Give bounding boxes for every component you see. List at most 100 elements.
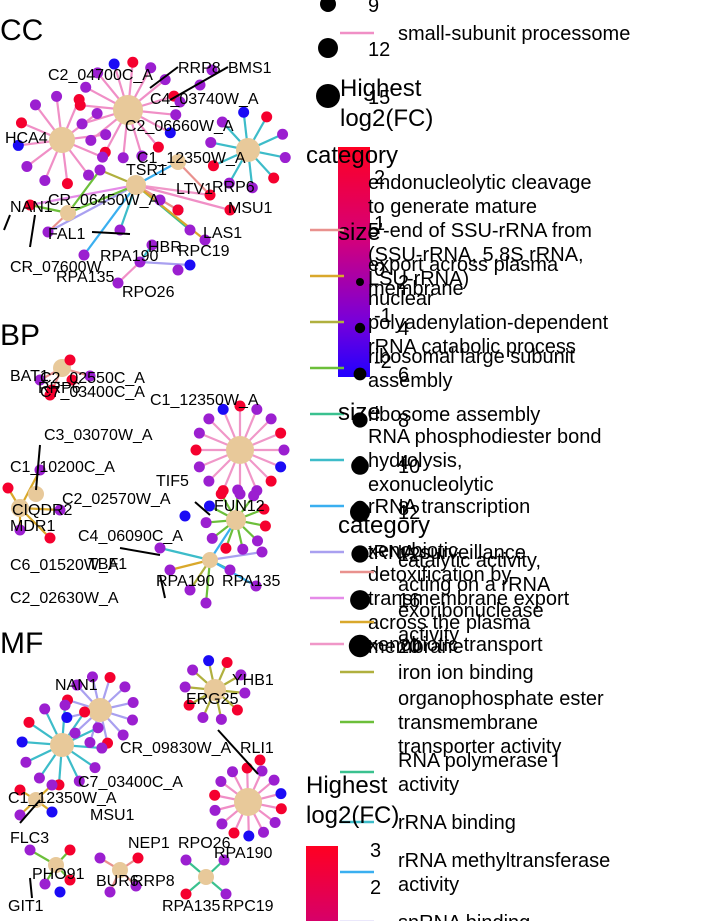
legend-label-line: ribosome assembly [368, 404, 540, 426]
gene-node [134, 256, 146, 268]
gene-node [254, 754, 266, 766]
gene-node [258, 503, 270, 515]
node-label: PHO91 [32, 866, 85, 883]
label-leader [29, 877, 33, 899]
legend-label-line: polyadenylation-dependent [368, 312, 609, 334]
gene-node [14, 809, 26, 821]
category-node [226, 436, 254, 464]
node-label: RPO26 [178, 835, 231, 852]
category-node [113, 95, 143, 125]
gene-node [170, 109, 182, 121]
legend-label: catalytic activity, acting on a rRNA [398, 550, 551, 596]
node-label: RPO26 [122, 284, 175, 301]
node-label: RPA135 [56, 269, 115, 286]
node-label: C4_03740W_A [150, 91, 259, 108]
gene-node [200, 517, 212, 529]
gene-node [117, 729, 129, 741]
legend-label-line: transmembrane export [368, 588, 570, 610]
node-label: LAS1 [203, 225, 242, 242]
gene-node [73, 775, 85, 787]
gene-node [275, 427, 287, 439]
gene-node [64, 844, 76, 856]
gene-node [256, 546, 268, 558]
legend-cc: 9 12 15 Highest log2(FC) 2 1 0 -1 -2 cat… [306, 0, 630, 658]
edge [135, 183, 231, 212]
gene-node [241, 762, 253, 774]
size-legend-dot [356, 278, 364, 286]
size-legend-dot [353, 367, 367, 381]
category-legend-items: catalytic activity, acting on a rRNAexori… [340, 550, 610, 921]
category-node [11, 499, 29, 517]
legend-label: rRNA methyltransferase activity [398, 850, 610, 896]
size-legend-items: 2 4 6 8 10 12 [350, 272, 420, 524]
legend-label-line: catalytic activity, [398, 550, 541, 572]
gene-node [218, 854, 230, 866]
gene-node [23, 716, 35, 728]
legend-label: xenobiotic transport [368, 634, 543, 656]
node-label: RRP6 [38, 380, 81, 397]
gene-node [206, 532, 218, 544]
fc-title-line1: Highest [306, 772, 388, 799]
fc-legend-title: Highest log2(FC) [306, 772, 399, 829]
fc-title-line2: log2(FC) [340, 105, 433, 132]
size-legend-value: 16 [398, 590, 420, 612]
legend-label-line: iron ion binding [398, 662, 534, 684]
category-node [226, 510, 246, 530]
gene-node [220, 888, 232, 900]
gene-node [275, 461, 287, 473]
gene-node [228, 827, 240, 839]
legend-label: rRNA transcription [368, 496, 530, 518]
gene-node [80, 81, 92, 93]
category-node [50, 733, 74, 757]
gene-node [61, 178, 73, 190]
edge [47, 184, 137, 233]
gene-node [54, 886, 66, 898]
gene-node [239, 687, 251, 699]
node-label: CR_06450W_A [48, 192, 160, 209]
gene-node [159, 74, 171, 86]
gene-node [220, 542, 232, 554]
node-label: RPA190 [214, 845, 273, 862]
size-legend-value: 10 [398, 456, 420, 478]
gene-node [145, 62, 157, 74]
size-legend-dot [352, 412, 368, 428]
gene-node [207, 160, 219, 172]
gene-node [251, 403, 263, 415]
fc-title-line1: Highest [340, 75, 422, 102]
node-label: RRP8 [178, 60, 221, 77]
gene-node [180, 854, 192, 866]
gene-node [277, 128, 289, 140]
node-label: FUN12 [214, 498, 265, 515]
size-legend-value: 12 [398, 502, 420, 524]
gene-node [235, 669, 247, 681]
node-label: TBF1 [88, 556, 127, 573]
legend-label: endonucleolytic cleavage to generate matu… [368, 172, 592, 290]
edge [139, 260, 191, 267]
size-legend-value: 12 [398, 544, 420, 566]
gene-node [215, 713, 227, 725]
category-node [88, 698, 112, 722]
node-label: BAT1 [10, 368, 49, 385]
node-label: C2_06660W_A [125, 118, 234, 135]
fc-tick: -1 [374, 305, 392, 327]
label-leader [19, 799, 41, 824]
gene-node [24, 199, 36, 211]
legend-label: exoribonuclease activity [398, 600, 544, 646]
legend-label-line: assembly [368, 370, 452, 392]
legend-label: ribosome assembly [368, 404, 540, 426]
gene-node [209, 789, 221, 801]
legend-label-line: xenobiotic transport [368, 634, 543, 656]
gene-node [79, 706, 91, 718]
category-node [204, 679, 226, 701]
gene-node [46, 779, 58, 791]
label-leader [119, 547, 161, 556]
legend-label: rRNA binding [398, 812, 516, 834]
gene-node [2, 482, 14, 494]
size-legend-value: 15 [368, 87, 390, 109]
node-label: C1_10200C_A [10, 459, 115, 476]
legend-label: tRNA surveillance [368, 542, 526, 564]
legend-label-line: hydrolysis, [368, 450, 462, 472]
size-legend-dot [318, 38, 338, 58]
node-label: CIQDR2 [12, 502, 73, 519]
node-label: C2_04700C_A [48, 67, 153, 84]
